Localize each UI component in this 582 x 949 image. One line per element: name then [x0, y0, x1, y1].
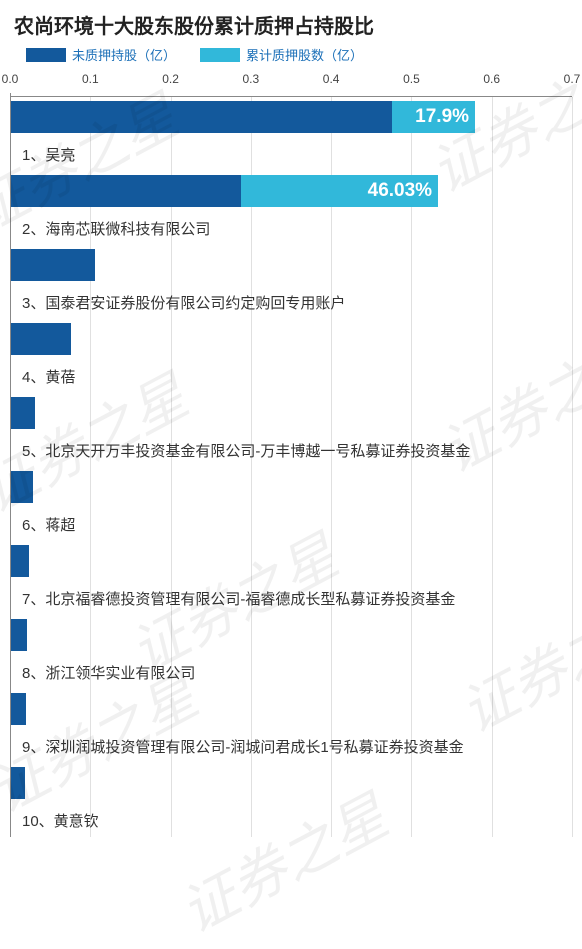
legend-swatch-unpledged	[26, 48, 66, 62]
legend-item-unpledged: 未质押持股（亿）	[26, 45, 176, 64]
bar-seg-unpledged	[11, 619, 27, 651]
bar-row	[10, 763, 572, 803]
bar-stack	[11, 693, 26, 725]
bar-seg-unpledged	[11, 767, 25, 799]
row-label: 4、黄蓓	[10, 359, 572, 393]
x-axis-tick: 0.2	[162, 72, 179, 86]
plot-area: 17.9% 1、吴亮 46.03% 2、海南芯联微科技有限公司 3、国泰君安证券股份有限…	[10, 96, 572, 837]
legend-label-pledged: 累计质押股数（亿）	[246, 45, 363, 64]
x-axis-tick: 0.0	[2, 72, 19, 86]
bar-pct-label: 17.9%	[415, 106, 469, 128]
gridline	[572, 97, 573, 837]
bar-seg-pledged: 46.03%	[241, 175, 438, 207]
bar-stack	[11, 471, 33, 503]
x-axis-tick: 0.6	[483, 72, 500, 86]
legend-item-pledged: 累计质押股数（亿）	[200, 45, 363, 64]
row-label: 8、浙江领华实业有限公司	[10, 655, 572, 689]
row-label: 6、蒋超	[10, 507, 572, 541]
bar-stack	[11, 323, 71, 355]
bar-stack	[11, 545, 29, 577]
legend-swatch-pledged	[200, 48, 240, 62]
bar-row: 17.9%	[10, 97, 572, 137]
row-label: 1、吴亮	[10, 137, 572, 171]
row-label: 5、北京天开万丰投资基金有限公司-万丰博越一号私募证券投资基金	[10, 433, 572, 467]
bar-stack	[11, 619, 27, 651]
bar-stack	[11, 249, 95, 281]
x-axis-tick: 0.3	[243, 72, 260, 86]
legend-label-unpledged: 未质押持股（亿）	[72, 45, 176, 64]
bar-pct-label: 46.03%	[368, 180, 432, 202]
chart-title: 农尚环境十大股东股份累计质押占持股比	[0, 0, 582, 45]
row-label: 10、黄意钦	[10, 803, 572, 837]
x-axis-tick: 0.4	[323, 72, 340, 86]
row-label: 7、北京福睿德投资管理有限公司-福睿德成长型私募证券投资基金	[10, 581, 572, 615]
x-axis-tick: 0.1	[82, 72, 99, 86]
bar-seg-unpledged	[11, 175, 241, 207]
x-axis: 0.00.10.20.30.40.50.60.7	[10, 72, 572, 96]
bar-seg-unpledged	[11, 249, 95, 281]
row-label: 2、海南芯联微科技有限公司	[10, 211, 572, 245]
bar-seg-unpledged	[11, 471, 33, 503]
bar-row	[10, 541, 572, 581]
row-label: 3、国泰君安证券股份有限公司约定购回专用账户	[10, 285, 572, 319]
bar-seg-unpledged	[11, 397, 35, 429]
bar-row: 46.03%	[10, 171, 572, 211]
bar-seg-unpledged	[11, 545, 29, 577]
bar-seg-unpledged	[11, 323, 71, 355]
row-label: 9、深圳润城投资管理有限公司-润城问君成长1号私募证券投资基金	[10, 729, 572, 763]
x-axis-tick: 0.7	[564, 72, 581, 86]
bar-seg-pledged: 17.9%	[392, 101, 475, 133]
bar-row	[10, 467, 572, 507]
bar-stack: 17.9%	[11, 101, 475, 133]
bar-seg-unpledged	[11, 101, 392, 133]
legend: 未质押持股（亿） 累计质押股数（亿）	[0, 45, 582, 72]
bar-stack	[11, 767, 25, 799]
bar-stack	[11, 397, 35, 429]
bar-row	[10, 393, 572, 433]
bar-seg-unpledged	[11, 693, 26, 725]
bar-row	[10, 689, 572, 729]
bar-row	[10, 615, 572, 655]
bar-row	[10, 245, 572, 285]
bar-row	[10, 319, 572, 359]
bar-stack: 46.03%	[11, 175, 438, 207]
x-axis-tick: 0.5	[403, 72, 420, 86]
